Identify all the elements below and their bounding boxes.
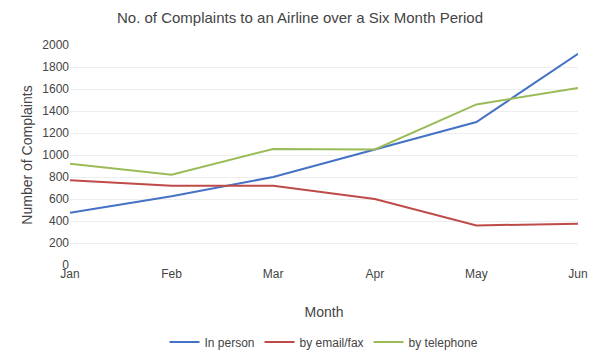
svg-text:0: 0 bbox=[62, 258, 69, 272]
svg-text:1800: 1800 bbox=[42, 60, 69, 74]
svg-text:by telephone: by telephone bbox=[409, 336, 478, 350]
svg-text:Number of Complaints: Number of Complaints bbox=[19, 85, 35, 224]
svg-text:Month: Month bbox=[305, 304, 344, 320]
svg-text:1200: 1200 bbox=[42, 126, 69, 140]
svg-text:Mar: Mar bbox=[263, 267, 284, 281]
svg-text:800: 800 bbox=[49, 170, 69, 184]
svg-text:May: May bbox=[465, 267, 488, 281]
svg-text:In person: In person bbox=[205, 336, 255, 350]
svg-text:400: 400 bbox=[49, 214, 69, 228]
svg-text:600: 600 bbox=[49, 192, 69, 206]
svg-text:Jan: Jan bbox=[60, 267, 79, 281]
svg-text:Jun: Jun bbox=[568, 267, 587, 281]
svg-text:2000: 2000 bbox=[42, 38, 69, 52]
svg-text:by email/fax: by email/fax bbox=[300, 336, 364, 350]
svg-text:1400: 1400 bbox=[42, 104, 69, 118]
svg-text:1600: 1600 bbox=[42, 82, 69, 96]
svg-text:No. of Complaints to an Airlin: No. of Complaints to an Airline over a S… bbox=[117, 9, 483, 26]
svg-text:1000: 1000 bbox=[42, 148, 69, 162]
svg-text:200: 200 bbox=[49, 236, 69, 250]
svg-text:Apr: Apr bbox=[365, 267, 384, 281]
svg-text:Feb: Feb bbox=[161, 267, 182, 281]
